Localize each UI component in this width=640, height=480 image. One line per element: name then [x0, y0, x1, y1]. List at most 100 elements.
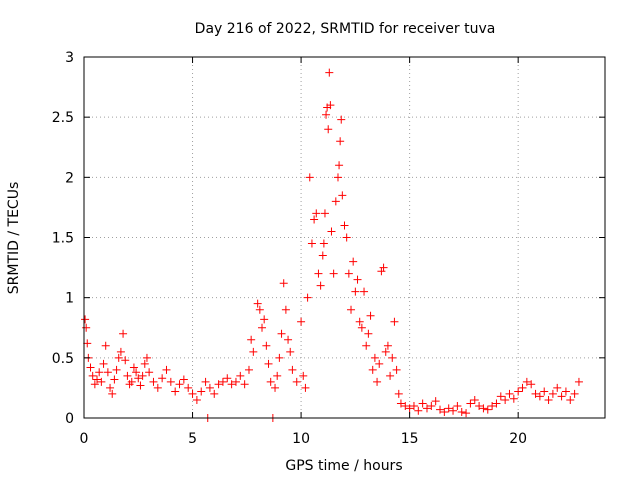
- data-point: [509, 394, 518, 403]
- x-tick-label: 20: [509, 431, 527, 447]
- data-point: [344, 269, 353, 278]
- data-point: [223, 374, 232, 383]
- data-point: [140, 359, 149, 368]
- data-point: [134, 374, 143, 383]
- data-point: [390, 317, 399, 326]
- data-point: [318, 251, 327, 260]
- data-point: [249, 347, 258, 356]
- data-point: [297, 317, 306, 326]
- data-point: [357, 323, 366, 332]
- data-point: [88, 371, 97, 380]
- data-point: [566, 395, 575, 404]
- data-point: [466, 399, 475, 408]
- data-point: [153, 383, 162, 392]
- data-point: [121, 356, 130, 365]
- data-point: [158, 374, 167, 383]
- data-point: [101, 341, 110, 350]
- data-point: [381, 347, 390, 356]
- data-point: [392, 365, 401, 374]
- data-point: [258, 323, 267, 332]
- data-point: [522, 377, 531, 386]
- chart-title: Day 216 of 2022, SRMTID for receiver tuv…: [195, 21, 496, 37]
- data-point: [470, 395, 479, 404]
- data-point: [353, 275, 362, 284]
- data-point: [401, 401, 410, 410]
- data-point: [93, 375, 102, 384]
- data-point: [319, 239, 328, 248]
- data-point: [462, 409, 471, 418]
- y-axis-label: SRMTID / TECUs: [6, 182, 22, 295]
- data-point: [171, 387, 180, 396]
- y-tick-label: 0.5: [52, 351, 74, 367]
- data-point: [81, 315, 90, 324]
- data-point: [175, 380, 184, 389]
- data-point: [368, 365, 377, 374]
- data-point: [292, 377, 301, 386]
- data-point: [324, 125, 333, 134]
- data-point: [201, 377, 210, 386]
- data-point: [379, 263, 388, 272]
- y-tick-label: 1.5: [52, 231, 74, 247]
- data-point: [275, 353, 284, 362]
- data-point: [179, 375, 188, 384]
- data-point: [383, 341, 392, 350]
- y-tick-label: 0: [65, 411, 74, 427]
- data-point: [286, 347, 295, 356]
- data-point: [129, 363, 138, 372]
- data-point: [314, 269, 323, 278]
- data-point: [355, 317, 364, 326]
- data-point: [388, 353, 397, 362]
- data-point: [540, 387, 549, 396]
- data-point: [557, 392, 566, 401]
- data-point: [218, 377, 227, 386]
- data-point: [544, 395, 553, 404]
- data-point: [214, 380, 223, 389]
- data-point: [320, 209, 329, 218]
- data-point: [409, 401, 418, 410]
- data-point: [227, 380, 236, 389]
- y-tick-label: 3: [65, 50, 74, 66]
- data-point: [366, 311, 375, 320]
- data-point: [271, 383, 280, 392]
- data-point: [284, 335, 293, 344]
- data-point: [492, 399, 501, 408]
- data-point: [422, 404, 431, 413]
- data-point: [405, 404, 414, 413]
- y-tick-label: 1: [65, 291, 74, 307]
- data-point: [279, 279, 288, 288]
- data-point: [440, 407, 449, 416]
- data-point: [431, 397, 440, 406]
- data-point: [310, 215, 319, 224]
- data-point: [266, 377, 275, 386]
- data-point: [247, 335, 256, 344]
- data-point: [255, 305, 264, 314]
- data-point: [97, 377, 106, 386]
- plot-frame: [83, 56, 606, 419]
- data-point: [236, 371, 245, 380]
- data-point: [514, 387, 523, 396]
- data-point: [496, 392, 505, 401]
- x-tick-label: 10: [292, 431, 310, 447]
- data-point: [86, 363, 95, 372]
- data-point: [436, 405, 445, 414]
- data-point: [333, 173, 342, 182]
- data-point: [414, 406, 423, 415]
- data-point: [110, 375, 119, 384]
- data-point: [138, 371, 147, 380]
- data-point: [95, 368, 104, 377]
- data-point: [312, 209, 321, 218]
- data-point: [351, 287, 360, 296]
- x-tick-label: 0: [80, 431, 89, 447]
- data-point: [349, 257, 358, 266]
- data-point: [166, 377, 175, 386]
- data-point: [188, 389, 197, 398]
- data-point: [136, 381, 145, 390]
- data-point: [449, 406, 458, 415]
- data-point: [288, 365, 297, 374]
- data-point: [375, 359, 384, 368]
- data-point: [444, 404, 453, 413]
- data-point: [90, 380, 99, 389]
- data-point: [370, 353, 379, 362]
- data-point: [326, 101, 335, 110]
- data-point: [548, 389, 557, 398]
